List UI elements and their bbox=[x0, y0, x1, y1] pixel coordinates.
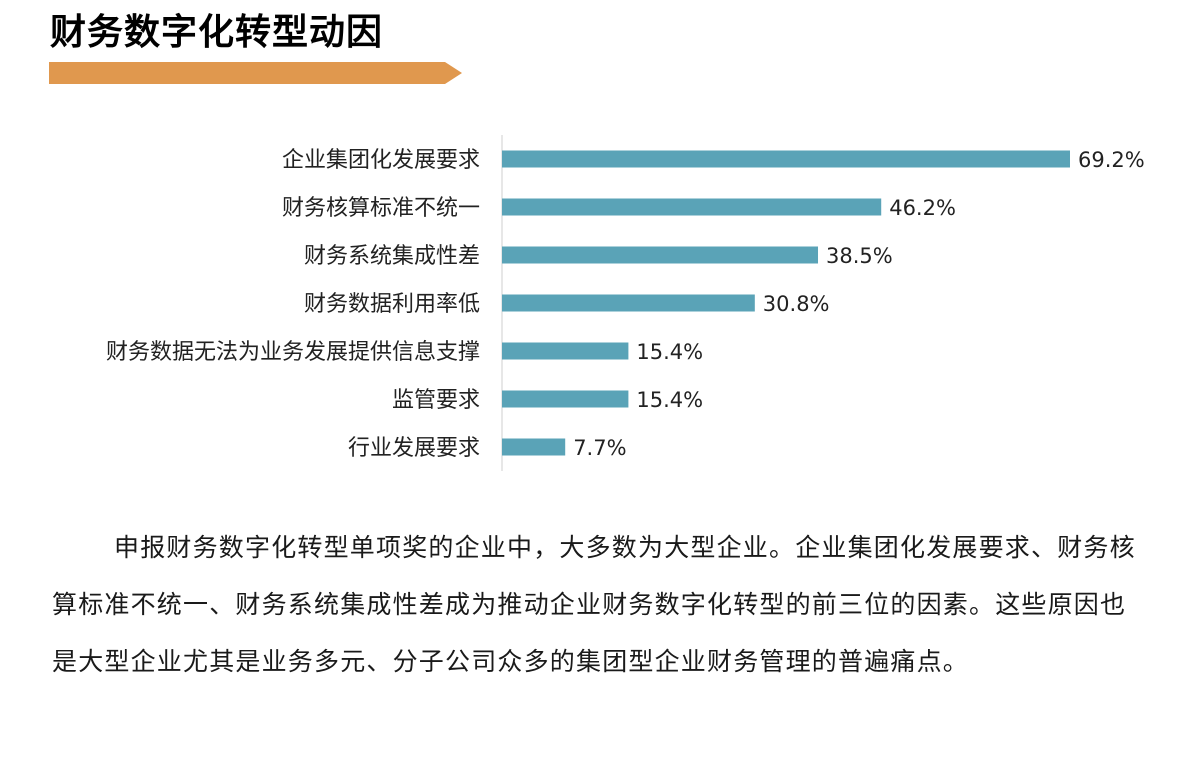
bar-chart: 企业集团化发展要求 69.2% 财务核算标准不统一 46.2% 财务系统集成性差 38.5… bbox=[106, 135, 1145, 471]
summary-paragraph: 申报财务数字化转型单项奖的企业中，大多数为大型企业。企业集团化发展要求、财务核算… bbox=[52, 533, 1136, 676]
bar bbox=[502, 438, 566, 456]
category-label: 财务系统集成性差 bbox=[304, 244, 480, 269]
data-label: 15.4% bbox=[636, 388, 703, 412]
category-label: 行业发展要求 bbox=[348, 436, 480, 461]
bar bbox=[502, 390, 629, 408]
category-label: 财务数据无法为业务发展提供信息支撑 bbox=[106, 340, 480, 365]
data-label: 69.2% bbox=[1078, 148, 1145, 172]
page-title: 财务数字化转型动因 bbox=[50, 12, 384, 53]
category-label: 财务数据利用率低 bbox=[304, 292, 480, 317]
bar bbox=[502, 294, 755, 312]
bar bbox=[502, 246, 819, 264]
title-underline-arrow bbox=[49, 62, 462, 84]
category-label: 企业集团化发展要求 bbox=[282, 148, 480, 173]
bar bbox=[502, 198, 882, 216]
bar bbox=[502, 342, 629, 360]
data-label: 38.5% bbox=[826, 244, 893, 268]
data-label: 7.7% bbox=[573, 436, 626, 460]
category-label: 财务核算标准不统一 bbox=[282, 196, 480, 221]
category-label: 监管要求 bbox=[392, 388, 480, 413]
bar bbox=[502, 150, 1070, 168]
data-label: 46.2% bbox=[889, 196, 956, 220]
data-label: 15.4% bbox=[636, 340, 703, 364]
data-label: 30.8% bbox=[763, 292, 830, 316]
